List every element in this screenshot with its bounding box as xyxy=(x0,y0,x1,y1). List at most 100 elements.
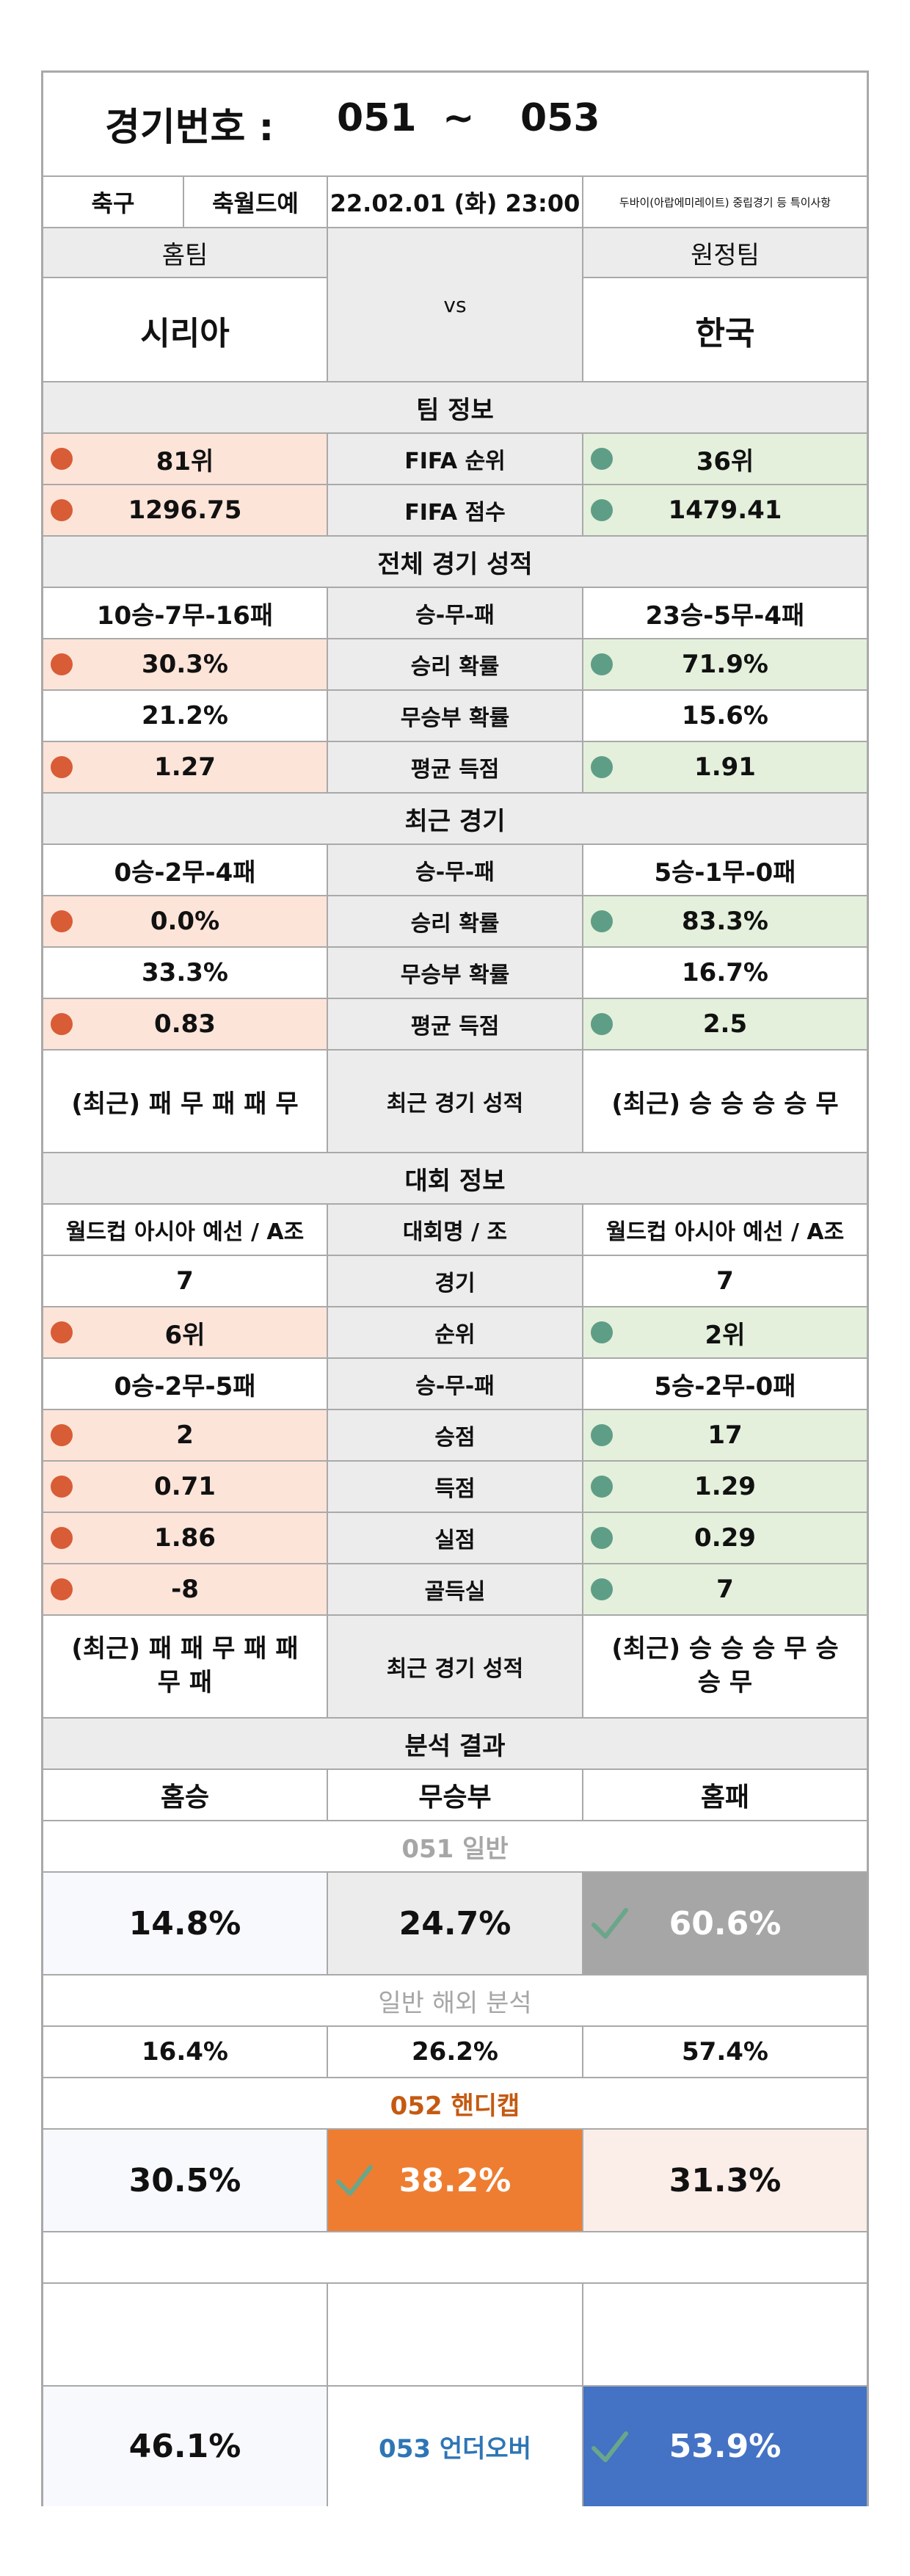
home-value: 0승-2무-5패 xyxy=(114,1371,256,1401)
match-number-label: 경기번호 : xyxy=(105,106,274,150)
stat-label: 승-무-패 xyxy=(327,1359,583,1409)
empty-cell xyxy=(583,2284,867,2385)
game-051-row: 14.8% 24.7% 60.6% xyxy=(43,1871,867,1974)
empty-row xyxy=(43,2282,867,2385)
section-title: 분석 결과 xyxy=(404,1731,506,1761)
away-team-label: 원정팀 xyxy=(583,228,867,278)
spacer-row xyxy=(43,2231,867,2282)
value-text: 60.6% xyxy=(669,1904,782,1942)
home-value: 30.3% xyxy=(43,639,327,689)
draw-pct: 26.2% xyxy=(327,2027,583,2077)
home-team-label: 홈팀 xyxy=(43,228,327,278)
stat-row: 10승-7무-16패 승-무-패 23승-5무-4패 xyxy=(43,587,867,638)
away-value: 0.29 xyxy=(583,1513,867,1563)
stat-label: 평균 득점 xyxy=(327,999,583,1049)
away-dot-icon xyxy=(591,910,613,932)
stat-row: 0.0% 승리 확률 83.3% xyxy=(43,895,867,946)
stat-row: 1.27 평균 득점 1.91 xyxy=(43,741,867,792)
recent-form-row: (최근) 패 무 패 패 무 최근 경기 성적 (최근) 승 승 승 승 무 xyxy=(43,1049,867,1152)
value-text: 1.91 xyxy=(694,752,756,782)
tournament-form-row: (최근) 패 패 무 패 패 무 패 최근 경기 성적 (최근) 승 승 승 무… xyxy=(43,1614,867,1717)
away-value: 17 xyxy=(583,1410,867,1460)
recent-games-header: 최근 경기 xyxy=(43,792,867,843)
section-title: 팀 정보 xyxy=(416,395,494,425)
away-dot-icon xyxy=(591,1527,613,1549)
game-052-header: 052 핸디캡 xyxy=(43,2077,867,2128)
value-text: 1296.75 xyxy=(128,496,242,525)
match-number-tilde: ~ xyxy=(443,96,475,140)
away-value: 1.91 xyxy=(583,742,867,792)
away-value: 71.9% xyxy=(583,639,867,689)
home-value: 2 xyxy=(43,1410,327,1460)
home-team-name: 시리아 xyxy=(140,315,230,352)
underover-title: 053 언더오버 xyxy=(327,2387,583,2506)
under-pct: 46.1% xyxy=(43,2387,327,2506)
home-value: 0.71 xyxy=(43,1462,327,1512)
home-loss-pct-pick: 60.6% xyxy=(583,1873,867,1974)
stat-label: 평균 득점 xyxy=(327,742,583,792)
stat-label: 무승부 확률 xyxy=(327,691,583,741)
overseas-row: 16.4% 26.2% 57.4% xyxy=(43,2025,867,2077)
home-loss-pct: 31.3% xyxy=(583,2130,867,2231)
value-text: 17 xyxy=(707,1421,743,1450)
stat-label: 경기 xyxy=(327,1256,583,1306)
sport-label: 축구 xyxy=(43,177,184,227)
away-value: 36위 xyxy=(583,434,867,484)
away-dot-icon xyxy=(591,653,613,675)
home-loss-pct: 57.4% xyxy=(682,2037,768,2067)
away-value: 83.3% xyxy=(583,896,867,946)
stat-label: 최근 경기 성적 xyxy=(327,1051,583,1152)
value-text: -8 xyxy=(171,1575,199,1604)
versus-label: vs xyxy=(327,228,583,381)
check-icon xyxy=(336,2165,373,2196)
home-win-pct: 30.5% xyxy=(43,2130,327,2231)
stat-row: 0승-2무-4패 승-무-패 5승-1무-0패 xyxy=(43,843,867,895)
stat-row: 21.2% 무승부 확률 15.6% xyxy=(43,689,867,741)
section-title: 052 핸디캡 xyxy=(390,2091,520,2121)
match-number-to: 053 xyxy=(520,96,600,140)
home-dot-icon xyxy=(51,910,73,932)
analysis-columns: 홈승 무승부 홈패 xyxy=(43,1768,867,1820)
check-icon xyxy=(592,1908,628,1939)
stat-label: 최근 경기 성적 xyxy=(327,1616,583,1717)
home-value: 7 xyxy=(176,1266,194,1296)
home-win-label: 홈승 xyxy=(160,1782,210,1813)
home-value: 1.86 xyxy=(43,1513,327,1563)
away-value: 2.5 xyxy=(583,999,867,1049)
value-text: 71.9% xyxy=(682,650,768,679)
away-dot-icon xyxy=(591,448,613,470)
stat-row: 1296.75 FIFA 점수 1479.41 xyxy=(43,484,867,535)
home-dot-icon xyxy=(51,653,73,675)
stat-label: 순위 xyxy=(327,1307,583,1357)
value-text: 2 xyxy=(176,1421,194,1450)
value-text: 38.2% xyxy=(398,2161,512,2199)
over-pct-pick: 53.9% xyxy=(583,2387,867,2506)
check-icon xyxy=(592,2431,628,2462)
game-052-row: 30.5% 38.2% 31.3% xyxy=(43,2128,867,2231)
special-note: 두바이(아랍에미레이트) 중립경기 등 특이사항 xyxy=(619,195,831,209)
value-text: 7 xyxy=(716,1575,734,1604)
stat-row: 0.83 평균 득점 2.5 xyxy=(43,998,867,1049)
away-value: 15.6% xyxy=(682,701,768,730)
home-win-pct: 16.4% xyxy=(142,2037,228,2067)
value-text: 1479.41 xyxy=(668,496,782,525)
away-dot-icon xyxy=(591,1013,613,1035)
away-value: 월드컵 아시아 예선 / A조 xyxy=(605,1219,845,1245)
analysis-header: 분석 결과 xyxy=(43,1717,867,1768)
value-text: 30.3% xyxy=(142,650,228,679)
overall-record-header: 전체 경기 성적 xyxy=(43,535,867,587)
match-info-row: 축구 축월드예 22.02.01 (화) 23:00 두바이(아랍에미레이트) … xyxy=(43,175,867,227)
home-value: 월드컵 아시아 예선 / A조 xyxy=(65,1219,305,1245)
stat-row: 30.3% 승리 확률 71.9% xyxy=(43,638,867,689)
value-text: 83.3% xyxy=(682,907,768,936)
stat-label: 승리 확률 xyxy=(327,896,583,946)
home-dot-icon xyxy=(51,448,73,470)
away-value: 7 xyxy=(716,1266,734,1296)
home-dot-icon xyxy=(51,1013,73,1035)
stat-label: 골득실 xyxy=(327,1564,583,1614)
home-value: 10승-7무-16패 xyxy=(96,601,274,631)
stat-row: 33.3% 무승부 확률 16.7% xyxy=(43,946,867,998)
home-dot-icon xyxy=(51,499,73,521)
stat-label: 대회명 / 조 xyxy=(327,1205,583,1255)
away-team-name: 한국 xyxy=(695,315,755,352)
